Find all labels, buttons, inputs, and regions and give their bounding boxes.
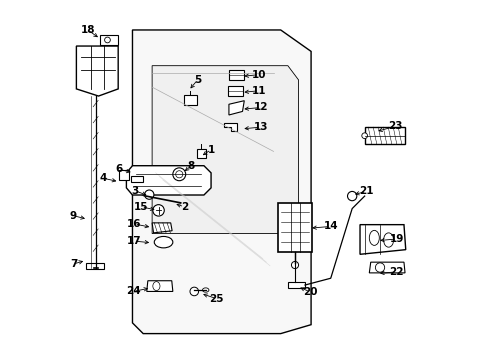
Polygon shape: [152, 66, 298, 234]
Text: 6: 6: [116, 164, 123, 174]
Text: 23: 23: [388, 121, 402, 131]
Text: 8: 8: [188, 161, 195, 171]
Text: 21: 21: [359, 186, 374, 197]
Text: 17: 17: [127, 236, 142, 246]
Polygon shape: [126, 166, 211, 195]
Polygon shape: [360, 225, 406, 254]
Circle shape: [173, 168, 186, 181]
Circle shape: [347, 192, 357, 201]
Polygon shape: [229, 70, 245, 80]
Polygon shape: [152, 223, 172, 233]
Circle shape: [292, 261, 298, 269]
Text: 19: 19: [390, 234, 404, 244]
Text: 24: 24: [126, 287, 141, 296]
Ellipse shape: [202, 288, 209, 292]
Circle shape: [153, 204, 164, 216]
Polygon shape: [224, 123, 237, 131]
Polygon shape: [147, 281, 173, 292]
Text: 1: 1: [207, 145, 215, 155]
Text: 2: 2: [181, 202, 188, 212]
Text: 12: 12: [254, 103, 269, 112]
Polygon shape: [369, 262, 405, 273]
Polygon shape: [197, 149, 206, 158]
Polygon shape: [228, 86, 243, 96]
Text: 18: 18: [80, 25, 95, 35]
Polygon shape: [278, 203, 312, 252]
Text: 11: 11: [252, 86, 267, 96]
Ellipse shape: [154, 237, 173, 248]
Text: 22: 22: [390, 267, 404, 277]
Polygon shape: [184, 95, 197, 105]
Circle shape: [362, 133, 368, 139]
Text: 5: 5: [194, 75, 201, 85]
Circle shape: [190, 287, 198, 296]
Polygon shape: [100, 35, 118, 45]
Polygon shape: [132, 30, 311, 334]
Text: 13: 13: [254, 122, 269, 132]
Polygon shape: [131, 176, 143, 182]
Text: 25: 25: [209, 294, 223, 303]
Text: 10: 10: [252, 69, 267, 80]
Text: 15: 15: [134, 202, 148, 212]
Polygon shape: [119, 170, 129, 180]
Circle shape: [145, 190, 154, 199]
Polygon shape: [229, 101, 245, 115]
Text: 20: 20: [303, 287, 317, 297]
Text: 4: 4: [99, 173, 107, 183]
Polygon shape: [76, 46, 118, 96]
Polygon shape: [86, 263, 104, 269]
Text: 9: 9: [70, 211, 77, 221]
Text: 3: 3: [131, 186, 139, 196]
Text: 7: 7: [70, 259, 77, 269]
Text: 16: 16: [127, 219, 142, 229]
Polygon shape: [288, 282, 305, 288]
Polygon shape: [365, 127, 405, 144]
Text: 14: 14: [323, 221, 338, 231]
